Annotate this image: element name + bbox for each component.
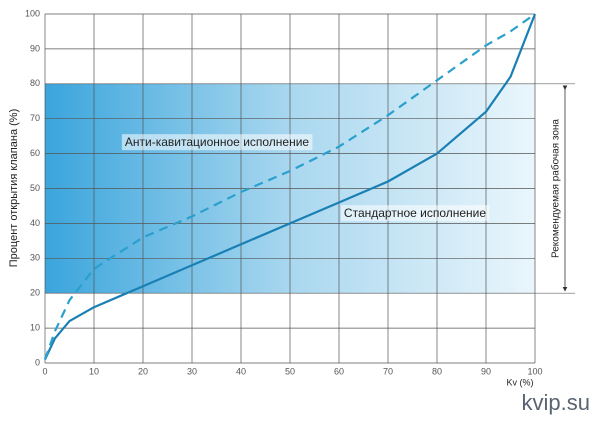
zone-label: Рекомендуемая рабочая зона — [550, 119, 562, 258]
y-tick-label: 100 — [25, 8, 40, 18]
y-tick-label: 20 — [30, 288, 40, 298]
watermark: kvip.su — [522, 390, 590, 415]
y-tick-label: 40 — [30, 218, 40, 228]
y-tick-label: 0 — [35, 357, 40, 367]
y-axis-label: Процент открытия клапана (%) — [8, 109, 20, 267]
y-tick-label: 90 — [30, 43, 40, 53]
x-tick-label: 0 — [42, 366, 47, 376]
x-tick-label: 80 — [432, 366, 442, 376]
x-axis-label: Kv (%) — [507, 377, 534, 387]
series-label: Анти-кавитационное исполнение — [125, 135, 310, 149]
y-tick-label: 60 — [30, 148, 40, 158]
x-tick-label: 90 — [481, 366, 491, 376]
x-tick-label: 60 — [334, 366, 344, 376]
y-tick-label: 50 — [30, 183, 40, 193]
x-tick-label: 50 — [285, 366, 295, 376]
x-tick-label: 20 — [138, 366, 148, 376]
y-tick-label: 10 — [30, 322, 40, 332]
series-label-bg — [340, 205, 490, 222]
x-tick-label: 30 — [187, 366, 197, 376]
y-tick-label: 70 — [30, 113, 40, 123]
x-tick-label: 10 — [89, 366, 99, 376]
x-tick-label: 70 — [383, 366, 393, 376]
series-label: Стандартное исполнение — [344, 206, 486, 220]
y-tick-label: 30 — [30, 253, 40, 263]
y-tick-label: 80 — [30, 78, 40, 88]
series-label-bg — [121, 134, 313, 151]
series-line — [44, 13, 537, 360]
x-tick-label: 40 — [236, 366, 246, 376]
series-line — [43, 13, 536, 360]
x-tick-label: 100 — [527, 366, 542, 376]
zone-label-bg — [549, 118, 563, 259]
